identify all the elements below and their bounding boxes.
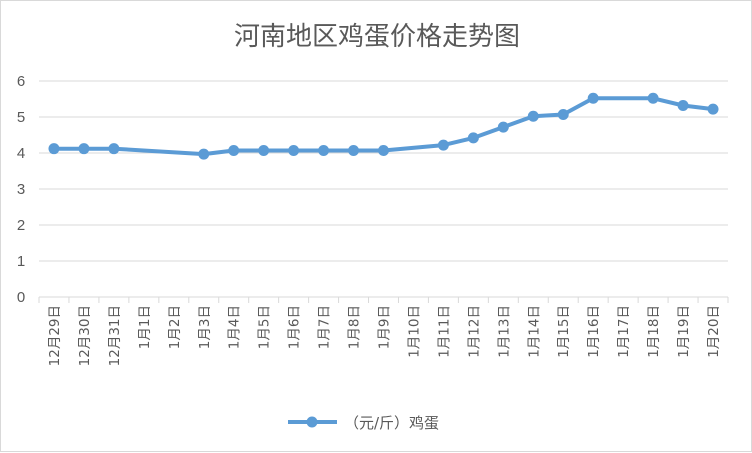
data-point[interactable] (48, 143, 60, 155)
x-tick-label: 1月2日 (167, 305, 183, 349)
data-point[interactable] (258, 144, 270, 156)
data-point[interactable] (707, 103, 719, 115)
x-tick-label: 1月4日 (227, 305, 243, 349)
x-tick-label: 1月19日 (676, 305, 692, 358)
x-tick-label: 1月16日 (586, 305, 602, 358)
gridlines (39, 80, 728, 298)
data-point[interactable] (587, 92, 599, 104)
y-tick-label: 6 (17, 73, 25, 90)
data-point[interactable] (108, 143, 120, 155)
y-tick-label: 2 (17, 217, 25, 234)
x-tick-label: 1月3日 (197, 305, 213, 349)
x-tick-label: 12月31日 (107, 305, 123, 366)
x-tick-label: 1月14日 (526, 305, 542, 358)
data-point[interactable] (557, 108, 569, 120)
x-tick-label: 1月11日 (436, 305, 452, 358)
y-axis: 0 1 2 3 4 5 6 (17, 73, 25, 306)
data-point[interactable] (467, 132, 479, 144)
data-point[interactable] (527, 110, 539, 122)
y-tick-label: 3 (17, 181, 25, 198)
x-tick-label: 1月1日 (137, 305, 153, 349)
legend-point-marker (306, 416, 318, 428)
data-point[interactable] (198, 148, 210, 160)
data-point[interactable] (677, 99, 689, 111)
x-tick-label: 1月7日 (317, 305, 333, 349)
chart-title: 河南地区鸡蛋价格走势图 (234, 22, 520, 52)
x-axis: 12月29日 12月30日 12月31日 1月1日 1月2日 1月3日 1月4日 1月5日 1月… (38, 297, 729, 366)
x-tick-label: 1月15日 (556, 305, 572, 358)
x-tick-label: 12月30日 (77, 305, 93, 366)
data-point[interactable] (647, 92, 659, 104)
x-tick-label: 1月9日 (377, 305, 393, 349)
legend[interactable]: （元/斤）鸡蛋 (288, 414, 439, 432)
y-tick-label: 4 (17, 145, 25, 162)
y-tick-label: 1 (17, 253, 25, 270)
data-point[interactable] (228, 144, 240, 156)
data-point[interactable] (437, 139, 449, 151)
data-point[interactable] (288, 144, 300, 156)
x-tick-label: 1月8日 (347, 305, 363, 349)
legend-label: （元/斤）鸡蛋 (344, 414, 439, 432)
x-tick-label: 1月5日 (257, 305, 273, 349)
data-point[interactable] (318, 144, 330, 156)
x-tick-label: 1月18日 (646, 305, 662, 358)
x-tick-label: 1月20日 (706, 305, 722, 358)
data-point[interactable] (78, 143, 90, 155)
x-tick-label: 1月12日 (466, 305, 482, 358)
data-point[interactable] (378, 144, 389, 156)
x-tick-label: 1月17日 (616, 305, 632, 358)
x-tick-label: 1月6日 (287, 305, 303, 349)
y-tick-label: 5 (17, 109, 25, 126)
x-tick-label: 1月13日 (496, 305, 512, 358)
y-tick-label: 0 (17, 289, 25, 306)
data-point[interactable] (348, 144, 360, 156)
series-layer (48, 92, 719, 160)
x-tick-label: 12月29日 (47, 305, 63, 366)
data-point[interactable] (497, 121, 509, 133)
x-tick-label: 1月10日 (406, 305, 422, 358)
